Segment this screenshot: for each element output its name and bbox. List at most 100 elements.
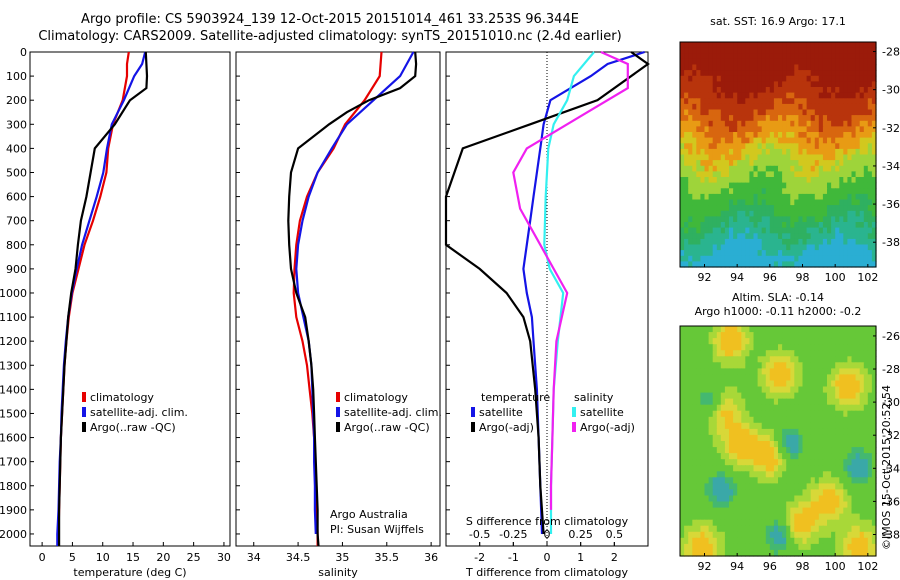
map-cell	[757, 531, 763, 539]
map-cell	[753, 447, 759, 454]
map-cell	[810, 374, 816, 382]
map-cell	[851, 238, 857, 246]
map-cell	[831, 410, 836, 418]
map-cell	[724, 459, 730, 466]
map-cell	[729, 148, 734, 156]
map-cell	[847, 477, 853, 484]
map-cell	[757, 398, 763, 406]
map-cell	[692, 244, 697, 251]
map-cell	[871, 416, 877, 424]
map-cell	[680, 368, 685, 376]
map-cell	[790, 165, 795, 172]
map-cell	[692, 453, 697, 460]
map-cell	[782, 216, 787, 223]
x-tick-label: 0	[544, 551, 551, 564]
map-cell	[839, 126, 844, 133]
map-cell	[724, 513, 730, 521]
map-cell	[863, 338, 869, 345]
map-cell	[757, 374, 763, 382]
map-cell	[680, 222, 685, 229]
map-cell	[871, 58, 877, 66]
map-cell	[749, 64, 755, 71]
map-cell	[847, 525, 853, 533]
map-cell	[773, 356, 779, 363]
map-cell	[716, 81, 722, 88]
map-cell	[814, 87, 820, 94]
map-cell	[680, 210, 685, 217]
map-cell	[692, 362, 697, 369]
map-cell	[839, 350, 844, 357]
map-cell	[863, 471, 869, 478]
map-cell	[822, 525, 828, 533]
map-cell	[782, 70, 787, 77]
map-cell	[827, 459, 832, 466]
map-cell	[790, 47, 795, 54]
map-cell	[680, 416, 685, 424]
map-cell	[700, 416, 706, 424]
map-cell	[753, 182, 759, 189]
map-cell	[712, 350, 718, 357]
map-cell	[716, 238, 722, 246]
map-cell	[843, 115, 848, 122]
x-tick-label: 35	[335, 551, 349, 564]
map-cell	[818, 92, 824, 99]
map-cell	[822, 233, 828, 240]
map-cell	[806, 507, 812, 515]
map-cell	[741, 165, 746, 172]
map-cell	[749, 380, 755, 388]
map-cell	[765, 332, 771, 339]
map-cell	[831, 47, 836, 54]
map-cell	[851, 199, 857, 206]
map-cell	[773, 398, 779, 406]
map-cell	[688, 434, 693, 442]
map-cell	[867, 171, 873, 178]
map-cell	[692, 416, 697, 424]
map-cell	[822, 489, 828, 497]
map-cell	[806, 205, 812, 212]
map-cell	[863, 42, 869, 49]
map-cell	[818, 53, 824, 60]
map-cell	[700, 177, 706, 184]
map-cell	[851, 188, 857, 195]
map-cell	[749, 326, 755, 333]
map-cell	[806, 250, 812, 257]
map-cell	[863, 477, 869, 484]
map-cell	[863, 495, 869, 503]
map-cell	[704, 501, 710, 509]
map-cell	[700, 222, 706, 229]
map-cell	[851, 222, 857, 229]
map-cell	[778, 171, 783, 178]
map-cell	[806, 374, 812, 382]
map-cell	[794, 549, 799, 557]
map-cell	[782, 199, 787, 206]
map-cell	[786, 501, 791, 509]
map-cell	[778, 109, 783, 116]
map-cell	[790, 477, 795, 484]
map-cell	[863, 483, 869, 491]
map-cell	[741, 362, 746, 369]
map-cell	[786, 507, 791, 515]
map-cell	[737, 205, 742, 212]
map-cell	[802, 261, 808, 268]
map-cell	[782, 188, 787, 195]
map-cell	[712, 453, 718, 460]
map-cell	[692, 404, 697, 412]
map-cell	[810, 148, 816, 156]
map-cell	[680, 137, 685, 144]
map-cell	[700, 392, 706, 400]
map-cell	[851, 47, 857, 54]
map-cell	[806, 453, 812, 460]
map-cell	[753, 519, 759, 527]
map-cell	[843, 58, 848, 66]
map-cell	[818, 70, 824, 77]
map-cell	[757, 447, 763, 454]
map-cell	[786, 374, 791, 382]
map-cell	[749, 47, 755, 54]
map-cell	[692, 392, 697, 400]
map-cell	[749, 459, 755, 466]
map-cell	[761, 42, 767, 49]
map-cell	[708, 326, 714, 333]
map-cell	[843, 177, 848, 184]
map-cell	[782, 47, 787, 54]
map-cell	[847, 261, 853, 268]
